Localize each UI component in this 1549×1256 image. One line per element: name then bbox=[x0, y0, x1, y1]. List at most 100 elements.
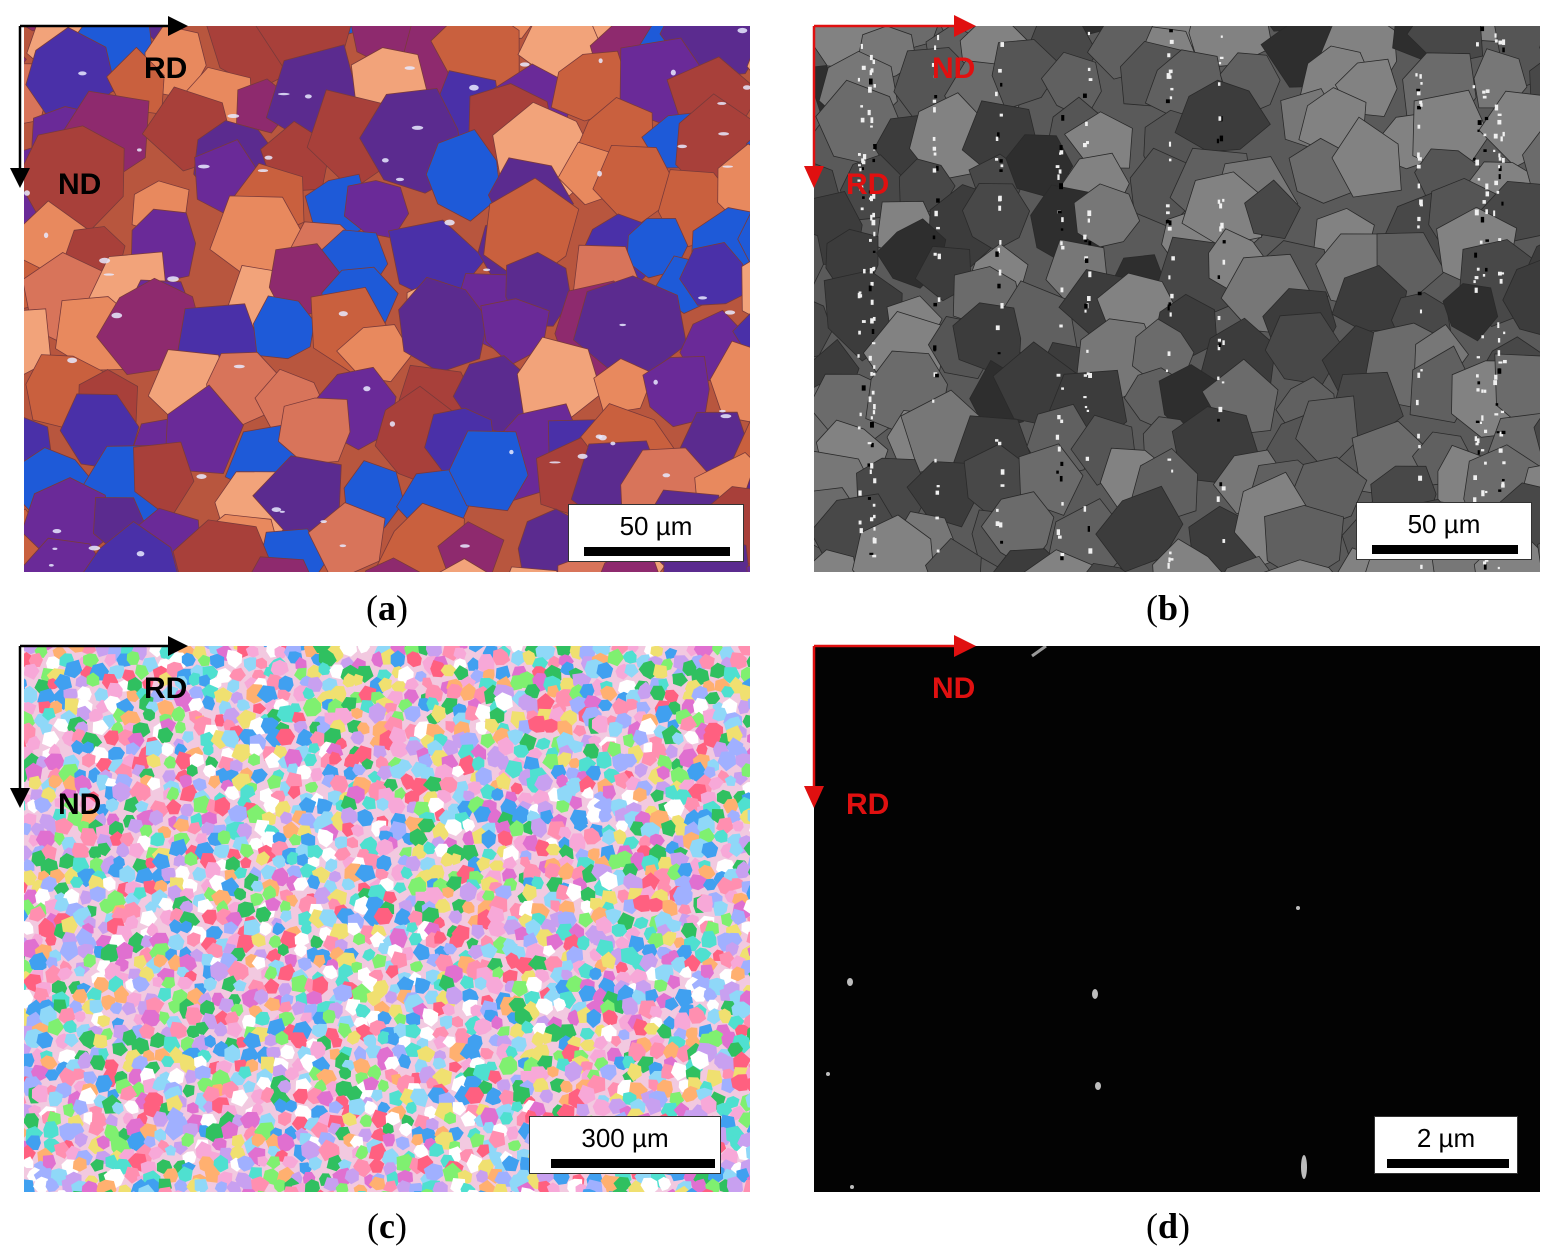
grain bbox=[353, 1184, 368, 1192]
particle-spot bbox=[1087, 526, 1091, 532]
grain bbox=[24, 663, 40, 680]
particle-spot bbox=[1493, 133, 1498, 139]
grain bbox=[661, 819, 678, 837]
grain bbox=[280, 1044, 295, 1060]
grain bbox=[505, 1045, 518, 1059]
grain bbox=[225, 856, 240, 873]
particle-spot bbox=[871, 390, 875, 395]
particle-spot bbox=[867, 109, 871, 116]
particle-spot bbox=[935, 516, 939, 520]
grain bbox=[277, 689, 291, 702]
grain bbox=[535, 646, 556, 661]
grain bbox=[233, 887, 247, 901]
grain bbox=[70, 876, 84, 888]
particle-spot bbox=[1476, 438, 1480, 444]
grain bbox=[152, 1076, 168, 1091]
grain bbox=[654, 964, 674, 984]
grain bbox=[376, 797, 389, 811]
grain bbox=[579, 1027, 595, 1040]
grain bbox=[126, 651, 140, 665]
grain bbox=[535, 737, 551, 750]
particle-texture-d bbox=[826, 646, 1307, 1189]
particle-spot bbox=[1000, 469, 1005, 475]
grain bbox=[680, 922, 697, 939]
grain bbox=[480, 733, 496, 749]
grain bbox=[470, 743, 487, 760]
grain bbox=[344, 1168, 359, 1185]
particle-spot bbox=[1165, 204, 1170, 208]
particle-spot bbox=[1056, 373, 1061, 377]
grain bbox=[746, 885, 750, 903]
grain bbox=[373, 908, 394, 925]
grain bbox=[206, 926, 223, 941]
grain bbox=[95, 1074, 113, 1093]
particle-spot bbox=[1084, 303, 1088, 309]
grain bbox=[568, 923, 585, 939]
grain bbox=[262, 885, 277, 901]
grain bbox=[474, 976, 487, 991]
grain bbox=[135, 867, 155, 885]
particle-spot bbox=[863, 268, 866, 274]
grain bbox=[153, 879, 168, 894]
grain bbox=[151, 853, 171, 871]
grain bbox=[72, 1099, 89, 1116]
grain bbox=[133, 441, 195, 520]
grain bbox=[181, 731, 194, 744]
grain bbox=[434, 898, 451, 913]
particle-spot bbox=[1483, 561, 1487, 565]
grain bbox=[133, 887, 147, 900]
inclusion-spot bbox=[549, 461, 561, 464]
grain bbox=[164, 384, 244, 475]
grain bbox=[121, 1001, 137, 1016]
particle-spot bbox=[869, 54, 873, 61]
grain bbox=[467, 944, 484, 960]
grain bbox=[625, 698, 640, 711]
grain bbox=[293, 943, 307, 958]
grain bbox=[174, 1179, 189, 1192]
grain bbox=[255, 657, 267, 670]
grain bbox=[51, 980, 68, 995]
grain bbox=[119, 865, 136, 884]
grain bbox=[479, 1179, 495, 1192]
grain bbox=[334, 847, 351, 861]
grain bbox=[586, 1008, 602, 1029]
grain bbox=[1537, 542, 1540, 564]
grain bbox=[525, 976, 542, 995]
grain bbox=[105, 798, 120, 813]
grain bbox=[730, 966, 745, 982]
particle-spot bbox=[1501, 157, 1505, 163]
grain bbox=[77, 686, 92, 701]
scale-bar-line-c bbox=[551, 1159, 715, 1168]
grain bbox=[681, 1085, 699, 1103]
particle-spot bbox=[1475, 420, 1480, 424]
particle-spot bbox=[1087, 67, 1091, 72]
grain bbox=[184, 851, 198, 866]
particle-spot bbox=[1501, 478, 1505, 482]
grain bbox=[510, 646, 523, 655]
inclusion-spot bbox=[737, 27, 748, 34]
grain bbox=[542, 718, 559, 733]
particle-spot bbox=[873, 84, 876, 88]
grain bbox=[664, 647, 678, 660]
grain bbox=[471, 756, 485, 771]
grain bbox=[123, 796, 141, 813]
grain bbox=[546, 1182, 560, 1192]
particle-spot bbox=[997, 283, 1001, 289]
grain bbox=[403, 706, 421, 723]
particle-spot bbox=[1476, 356, 1480, 359]
particle-spot bbox=[1085, 456, 1090, 461]
grain bbox=[568, 758, 582, 769]
grain bbox=[700, 1095, 717, 1115]
grain bbox=[581, 786, 594, 799]
grain bbox=[361, 758, 374, 770]
particle-spot bbox=[1484, 267, 1488, 272]
grain bbox=[1502, 259, 1540, 335]
grain bbox=[89, 1055, 106, 1071]
grain bbox=[672, 672, 688, 687]
grain bbox=[649, 833, 665, 847]
grain bbox=[389, 1090, 406, 1107]
grain bbox=[83, 653, 99, 669]
particle-spot bbox=[1219, 203, 1223, 209]
grain bbox=[83, 521, 178, 572]
particle-spot bbox=[870, 68, 874, 73]
